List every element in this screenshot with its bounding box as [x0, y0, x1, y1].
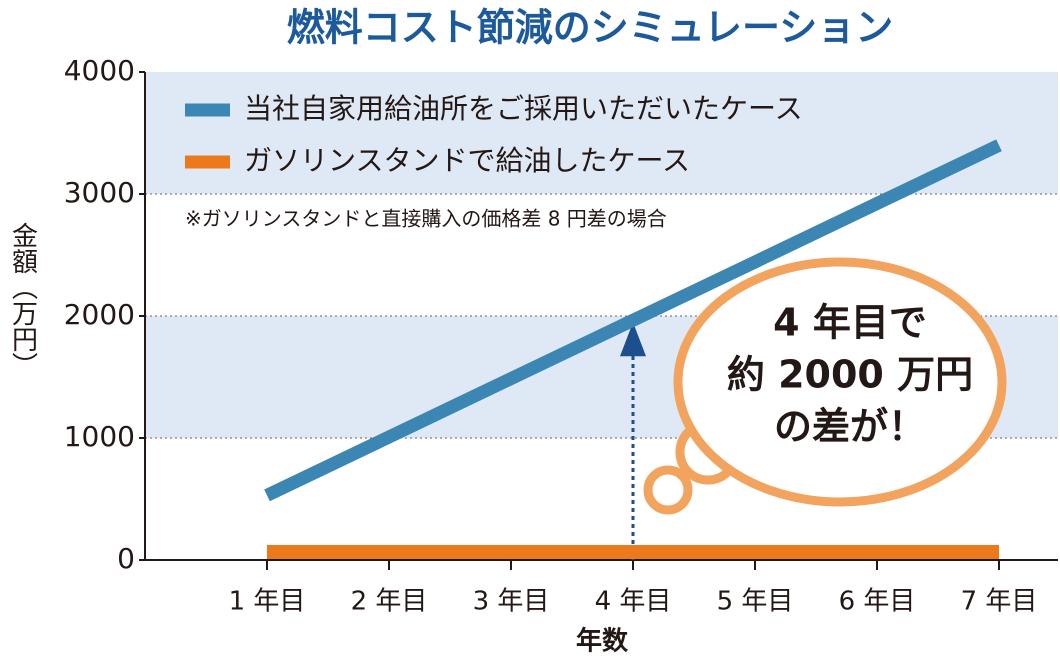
x-tick-label: 2 年目	[351, 587, 428, 617]
series-line	[264, 139, 1002, 502]
annotation: の差が！	[774, 405, 926, 449]
x-tick-label: 6 年目	[839, 587, 916, 617]
y-tick-label: 0	[117, 542, 135, 575]
annotation: 約 2000 万円	[727, 353, 973, 397]
plot: 0 1000 2000 3000 4000 1 年目 2 年目 3 年目 4 年目 5 年目 6 年…	[64, 54, 1058, 617]
bubble	[673, 257, 1007, 507]
y-tick-label: 3000	[64, 176, 135, 209]
x-tick-label: 7 年目	[961, 587, 1038, 617]
legend-label: 当社自家用給油所をご採用いただいたケース	[244, 92, 803, 125]
x-tick-label: 3 年目	[473, 587, 550, 617]
y-tick-label: 2000	[64, 298, 135, 331]
y-axis-label: 金額（万円）	[8, 222, 38, 378]
chart-title: 燃料コスト節減のシミュレーション	[287, 6, 893, 50]
band	[145, 72, 1058, 194]
y-tick-label: 4000	[64, 54, 135, 87]
arrow-head	[620, 322, 646, 357]
y-tick-label: 1000	[64, 420, 135, 453]
bubble-dot	[643, 465, 693, 515]
x-tick-label: 1 年目	[229, 587, 306, 617]
x-tick-label: 5 年目	[717, 587, 794, 617]
x-tick-label: 4 年目	[595, 587, 672, 617]
annotation: 4 年目で	[773, 301, 927, 345]
x-axis-label: 年数	[576, 626, 629, 657]
legend-label: ガソリンスタンドで給油したケース	[244, 144, 690, 177]
note: ※ガソリンスタンドと直接購入の価格差 8 円差の場合	[185, 207, 667, 231]
